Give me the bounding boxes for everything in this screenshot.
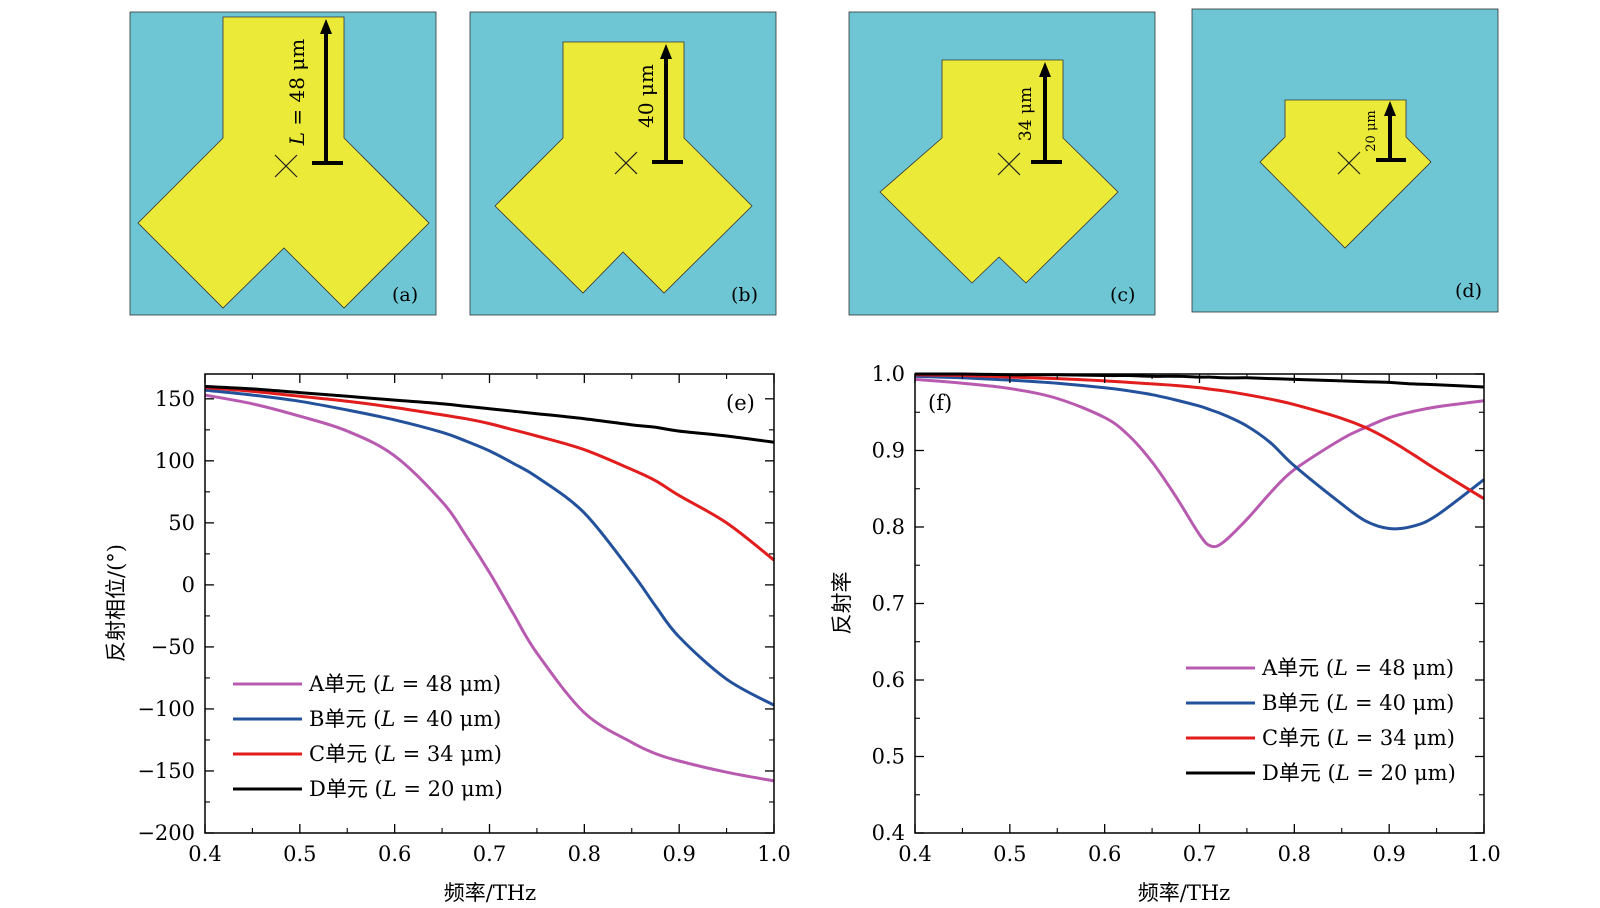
chart-f-ticks [914,373,1485,834]
unit-cell-b: 40 μm (b) [469,11,777,316]
chart-f-series-b-line [914,374,1485,531]
chart-f-ytick-label: 0.8 [872,515,905,539]
chart-f-ticklabels: 0.4 0.5 0.6 0.7 0.8 0.9 1.0 1.0 0.9 0.8 0.7 0.6 0.5 0… [872,362,1501,866]
chart-e-xtick-label: 0.7 [473,842,506,866]
center-mark-d [1337,151,1361,175]
panel-label-b: (b) [731,284,758,306]
chart-e-ytick-label: 50 [168,511,195,535]
chart-f-legend: A单元 (L = 48 μm) B单元 (L = 40 μm) C单元 (L = 3… [1186,656,1456,785]
panel-label-a: (a) [392,284,418,306]
chart-e-xtick-label: 0.5 [283,842,316,866]
center-mark-b [614,151,638,175]
chart-e-ytick-label: 100 [155,449,195,473]
unit-cell-c: 34 μm (c) [848,11,1156,316]
chart-f-ytick-label: 0.7 [872,592,905,616]
chart-f-xtick-label: 1.0 [1467,842,1500,866]
panel-label-d: (d) [1455,280,1482,302]
chart-f-ytick-label: 0.5 [872,745,905,769]
chart-e-xtick-label: 0.4 [188,842,221,866]
chart-e-lines [204,384,775,783]
chart-f-xtick-label: 0.7 [1183,842,1216,866]
chart-f-series-a-line [914,377,1485,549]
unit-cell-d: 20 μm (d) [1191,8,1499,313]
chart-e-ticklabels: 0.4 0.5 0.6 0.7 0.8 0.9 1.0 150 100 50 0 −50 −100 −15… [137,387,790,866]
chart-e: 0.4 0.5 0.6 0.7 0.8 0.9 1.0 150 100 50 0 −50 −100 −15… [104,373,791,905]
chart-e-ylabel: 反射相位/(°) [104,544,128,662]
chart-e-series-b-line [204,388,775,707]
chart-f-ytick-label: 0.9 [872,439,905,463]
chart-e-ytick-label: 0 [182,573,195,597]
patch-b [494,41,753,294]
chart-e-legend-label-a: A单元 (L = 48 μm) [308,672,501,696]
chart-f-series-c-line [914,373,1485,500]
chart-e-ytick-label: 150 [155,387,195,411]
dimension-label-b: 40 μm [634,64,658,128]
chart-f: 0.4 0.5 0.6 0.7 0.8 0.9 1.0 1.0 0.9 0.8 0.7 0.6 0.5 0… [830,362,1501,905]
dimension-label-c: 34 μm [1016,87,1036,141]
chart-f-panel-label: (f) [928,391,952,415]
chart-e-series-c-line [204,386,775,562]
dimension-arrow-b [652,44,683,164]
chart-f-xtick-label: 0.6 [1088,842,1121,866]
chart-e-legend-label-b: B单元 (L = 40 μm) [309,707,501,731]
chart-f-legend-label-d: D单元 (L = 20 μm) [1262,761,1456,785]
chart-f-ytick-label: 0.4 [872,821,905,845]
chart-e-xtick-label: 0.6 [378,842,411,866]
dimension-arrow-a [312,19,343,165]
chart-f-xtick-label: 0.8 [1278,842,1311,866]
dimension-arrow-c [1031,62,1062,164]
chart-e-panel-label: (e) [726,391,755,415]
chart-f-frame [914,373,1485,834]
chart-f-xtick-label: 0.9 [1372,842,1405,866]
chart-e-xlabel: 频率/THz [444,881,536,905]
chart-e-ytick-label: −100 [137,697,195,721]
chart-e-legend: A单元 (L = 48 μm) B单元 (L = 40 μm) C单元 (L = 3… [233,672,503,801]
chart-f-ytick-label: 0.6 [872,668,905,692]
chart-f-ytick-label: 1.0 [872,362,905,386]
chart-f-xtick-label: 0.5 [993,842,1026,866]
chart-f-lines [914,372,1485,549]
chart-e-legend-label-c: C单元 (L = 34 μm) [309,742,502,766]
chart-f-legend-label-a: A单元 (L = 48 μm) [1261,656,1454,680]
chart-f-ylabel: 反射率 [830,572,854,635]
chart-e-xtick-label: 1.0 [757,842,790,866]
chart-e-ytick-label: −150 [137,759,195,783]
chart-f-xlabel: 频率/THz [1138,881,1230,905]
chart-f-series-d-line [914,372,1485,389]
patch-a [137,16,430,309]
dimension-label-d: 20 μm [1364,110,1379,151]
patch-c [879,59,1119,284]
chart-e-xtick-label: 0.8 [568,842,601,866]
chart-f-xtick-label: 0.4 [898,842,931,866]
chart-e-ytick-label: −200 [137,821,195,845]
center-mark-a [274,154,298,178]
chart-f-legend-label-b: B单元 (L = 40 μm) [1262,691,1454,715]
chart-e-series-a-line [204,393,775,783]
center-mark-c [997,152,1021,176]
chart-e-frame [204,373,775,834]
chart-e-ytick-label: −50 [151,635,195,659]
chart-f-legend-label-c: C单元 (L = 34 μm) [1262,726,1455,750]
chart-e-legend-label-d: D单元 (L = 20 μm) [309,777,503,801]
chart-e-xtick-label: 0.9 [662,842,695,866]
unit-cell-a: L = 48 μm (a) [129,11,437,316]
dimension-label-a: L = 48 μm [285,39,309,147]
panel-label-c: (c) [1110,284,1135,306]
chart-e-series-d-line [204,384,775,444]
dimension-arrow-d [1376,101,1406,162]
